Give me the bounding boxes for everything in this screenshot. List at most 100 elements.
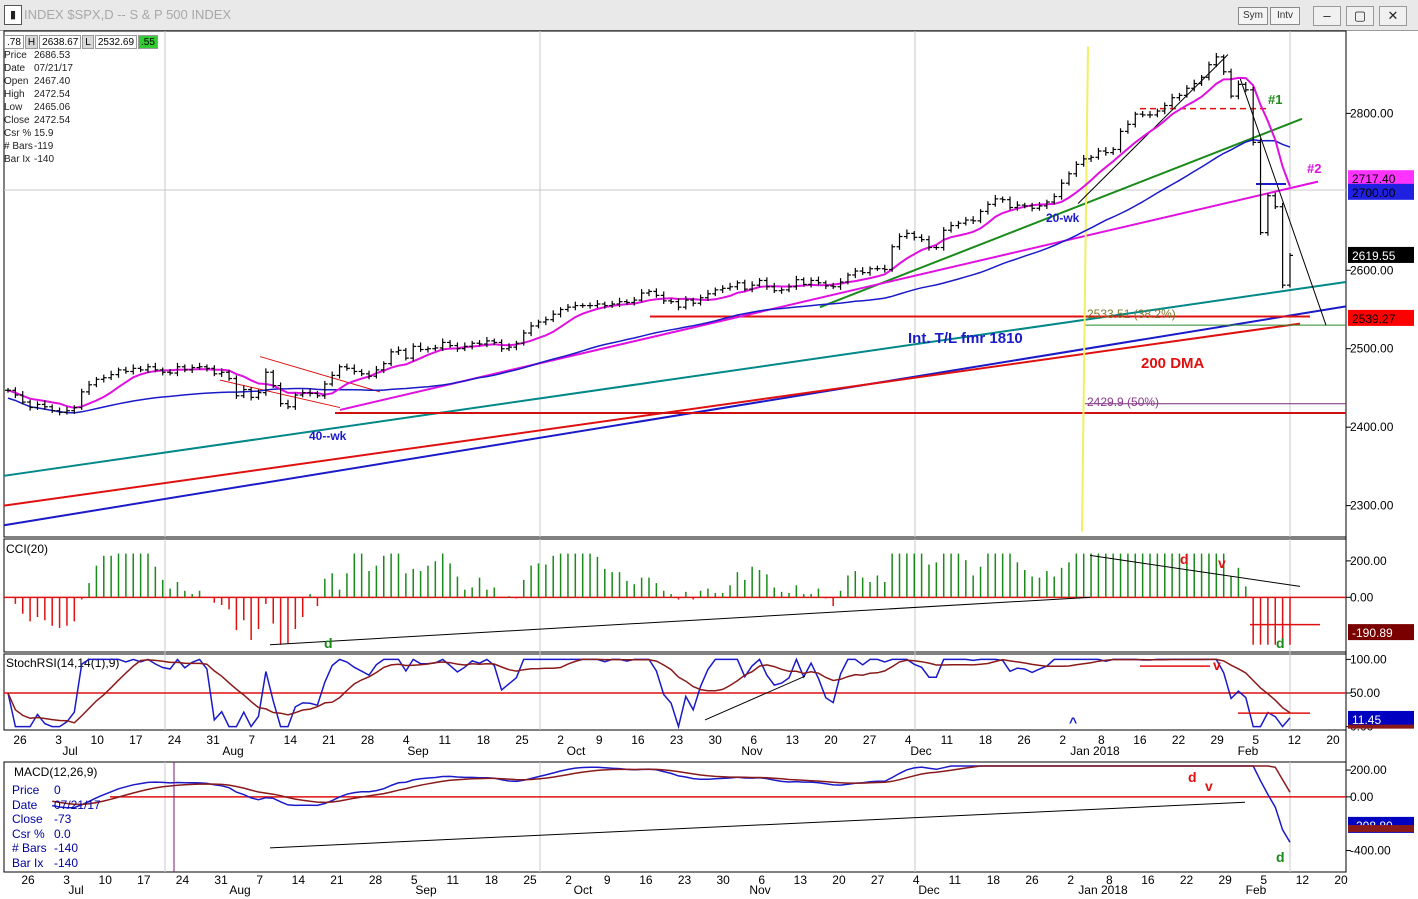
cci-trendline xyxy=(269,596,1091,646)
macd-title: MACD(12,26,9) xyxy=(14,765,97,779)
date-tick-label: 14 xyxy=(292,873,306,887)
date-tick-label: 27 xyxy=(863,733,877,747)
info-row: Close -73 xyxy=(12,812,112,827)
info-row: # Bars -119 xyxy=(4,140,82,153)
cci-value-label: -190.89 xyxy=(1352,626,1393,640)
macd-panel xyxy=(3,761,1347,873)
date-tick-label: 22 xyxy=(1172,733,1186,747)
stochrsi-tick-label: 100.00 xyxy=(1350,652,1387,666)
macd-marker-v: v xyxy=(1205,778,1213,794)
date-tick-label: 18 xyxy=(477,733,491,747)
ohlc-summary: .78 H 2638.67 L 2532.69 .55 xyxy=(4,35,159,49)
info-row: Date 07/21/17 xyxy=(4,62,82,75)
ohlc-summary-value: H xyxy=(24,35,39,49)
annotation-1: #1 xyxy=(1268,92,1282,107)
symbol-button[interactable]: Sym xyxy=(1238,7,1268,25)
annotation-40wk: 40--wk xyxy=(309,429,347,443)
info-value: -140 xyxy=(34,154,55,165)
date-tick-label: 5 xyxy=(411,873,418,887)
trendline-magenta-2 xyxy=(339,180,1319,411)
info-value: -140 xyxy=(54,855,79,870)
date-tick-label: 2 xyxy=(565,873,572,887)
cci-marker-d-red: d xyxy=(1180,551,1189,567)
info-value: 0 xyxy=(54,783,61,797)
stochrsi-tick-label: 50.00 xyxy=(1350,686,1380,700)
info-value: 2467.40 xyxy=(34,76,71,87)
info-value: 2472.54 xyxy=(34,115,71,126)
annotation-20wk: 20-wk xyxy=(1046,211,1080,225)
stochrsi-marker-up: ^ xyxy=(1069,714,1077,730)
info-row: Low 2465.06 xyxy=(4,101,82,114)
date-tick-label: 26 xyxy=(21,873,35,887)
annotation-fib-50: 2429.9 (50%) xyxy=(1087,395,1159,409)
date-tick-label: 23 xyxy=(678,873,692,887)
info-row: Close 2472.54 xyxy=(4,114,82,127)
date-tick-label: 5 xyxy=(1252,733,1259,747)
cycle-marker-yellow xyxy=(1081,46,1089,532)
ohlc-summary-value: .55 xyxy=(138,35,158,49)
cci-marker-v: v xyxy=(1218,555,1226,571)
interval-button[interactable]: Intv xyxy=(1270,7,1300,25)
month-label: Aug xyxy=(222,744,243,758)
price-tick-label: 2600.00 xyxy=(1350,263,1394,277)
info-value: 07/21/17 xyxy=(54,797,101,812)
price-value-box xyxy=(1348,246,1414,263)
annotation-int-tl: Int. T/L fmr 1810 xyxy=(908,330,1023,347)
month-label: Nov xyxy=(749,883,770,897)
date-tick-label: 9 xyxy=(596,733,603,747)
stochrsi-signal-marker xyxy=(1348,724,1414,729)
stochrsi-value-box xyxy=(1348,710,1414,727)
annotation-200dma: 200 DMA xyxy=(1141,355,1205,372)
month-label: Feb xyxy=(1246,883,1267,897)
macd-signal-marker xyxy=(1348,825,1414,833)
price-value-label: 2700.00 xyxy=(1352,186,1396,200)
info-value: -119 xyxy=(34,141,54,152)
date-tick-label: 22 xyxy=(1180,873,1194,887)
price-value-label: 2619.55 xyxy=(1352,249,1396,263)
date-tick-label: 21 xyxy=(330,873,344,887)
ma-20wk xyxy=(7,139,1291,414)
macd-tick-label: 0.00 xyxy=(1350,790,1374,804)
downtrend-line xyxy=(1239,77,1327,326)
date-tick-label: 2 xyxy=(557,733,564,747)
price-tick-label: 2300.00 xyxy=(1350,499,1394,513)
info-key: Price xyxy=(12,783,40,797)
info-key: Bar Ix xyxy=(12,855,44,870)
info-row: # Bars -140 xyxy=(12,841,112,856)
window-titlebar: ▮ INDEX $SPX,D -- S & P 500 INDEX Sym In… xyxy=(0,0,1418,31)
date-tick-label: 11 xyxy=(447,873,460,887)
info-value: 0.0 xyxy=(54,826,71,841)
info-value: 07/21/17 xyxy=(34,63,73,74)
trendline-green-1 xyxy=(819,117,1303,309)
date-tick-label: 26 xyxy=(1017,733,1031,747)
date-tick-label: 16 xyxy=(639,873,653,887)
info-key: Open xyxy=(4,76,29,87)
price-value-label: 2717.40 xyxy=(1352,172,1396,186)
macd-info-box: Price 0 Date 07/21/17 Close -73 Csr % 0.0 # Bars… xyxy=(12,783,112,870)
macd-trendline xyxy=(269,801,1246,849)
cci-trendline-top xyxy=(1089,554,1301,587)
date-tick-label: 18 xyxy=(485,873,499,887)
date-tick-label: 20 xyxy=(1326,733,1340,747)
date-tick-label: 20 xyxy=(824,733,838,747)
info-row: Price 2686.53 xyxy=(4,49,82,62)
cci-title: CCI(20) xyxy=(6,542,48,556)
info-value: -140 xyxy=(54,841,79,855)
macd-marker-d-green: d xyxy=(1276,849,1285,865)
ohlc-summary-value: 2638.67 xyxy=(39,35,82,49)
date-tick-label: 2 xyxy=(1059,733,1066,747)
maximize-icon[interactable]: ▢ xyxy=(1346,6,1374,26)
date-tick-label: 6 xyxy=(758,873,765,887)
cci-tick-label: 0.00 xyxy=(1350,590,1374,604)
date-tick-label: 11 xyxy=(941,733,954,747)
info-value: 15.9 xyxy=(34,128,54,139)
date-tick-label: 7 xyxy=(256,873,263,887)
close-icon[interactable]: ✕ xyxy=(1379,6,1407,26)
month-label: Oct xyxy=(567,744,586,758)
price-tick-label: 2800.00 xyxy=(1350,106,1394,120)
minimize-icon[interactable]: – xyxy=(1313,6,1341,26)
date-tick-label: 4 xyxy=(913,873,920,887)
cci-panel xyxy=(3,538,1347,653)
stochrsi-marker-v: v xyxy=(1213,657,1221,673)
